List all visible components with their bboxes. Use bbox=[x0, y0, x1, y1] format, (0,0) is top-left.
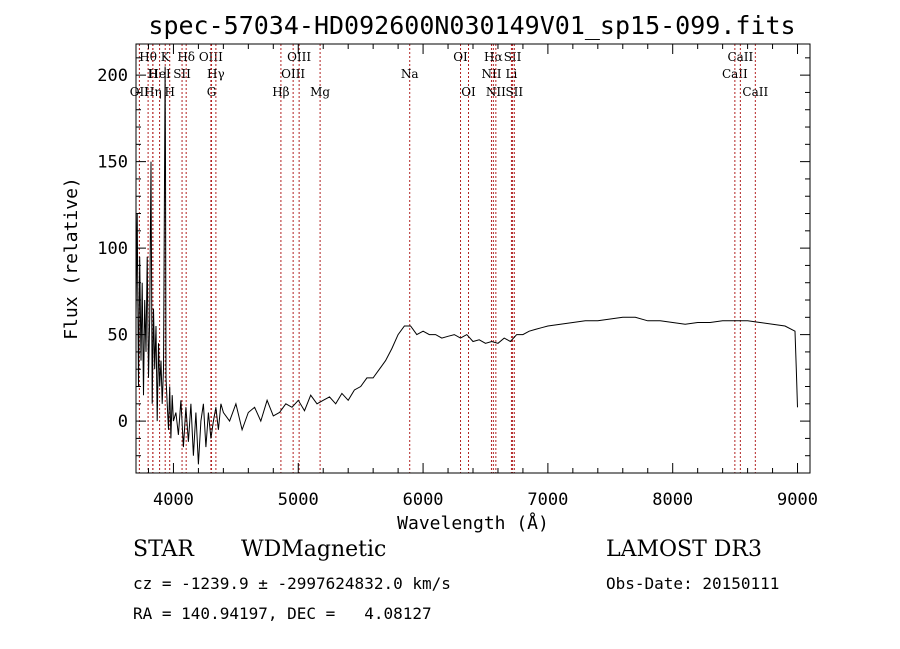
y-axis-label: Flux (relative) bbox=[61, 177, 82, 340]
line-marker-label: NII bbox=[481, 67, 501, 81]
y-tick-label: 200 bbox=[97, 66, 128, 86]
line-marker-label: CaII bbox=[722, 67, 748, 81]
line-marker-label: Na bbox=[401, 67, 419, 81]
line-marker-label: SII bbox=[173, 67, 191, 81]
line-marker-label: Li bbox=[506, 67, 518, 81]
x-tick-label: 8000 bbox=[652, 490, 693, 510]
object-subclass: WDMagnetic bbox=[241, 537, 387, 562]
line-marker-label: OI bbox=[461, 85, 476, 99]
spectrum-series-line bbox=[135, 66, 798, 465]
line-marker-label: H bbox=[164, 85, 174, 99]
redshift-line: cz = -1239.9 ± -2997624832.0 km/s bbox=[133, 574, 451, 593]
line-marker-label: NII bbox=[486, 85, 506, 99]
line-marker-label: OI bbox=[453, 50, 468, 64]
x-tick-label: 4000 bbox=[153, 490, 194, 510]
line-marker-label: HeI bbox=[148, 67, 171, 81]
x-tick-label: 7000 bbox=[527, 490, 568, 510]
x-axis-label: Wavelength (Å) bbox=[397, 512, 549, 534]
y-tick-label: 100 bbox=[97, 239, 128, 259]
x-tick-label: 6000 bbox=[403, 490, 444, 510]
line-marker-label: G bbox=[207, 85, 217, 99]
line-marker-label: SII bbox=[504, 50, 522, 64]
survey-name: LAMOST DR3 bbox=[606, 537, 762, 562]
object-class: STAR bbox=[133, 537, 194, 562]
line-marker-label: SII bbox=[505, 85, 523, 99]
line-marker-label: K bbox=[161, 50, 171, 64]
line-marker-label: Hβ bbox=[272, 85, 289, 99]
line-marker-label: Hα bbox=[484, 50, 503, 64]
line-marker-label: CaII bbox=[727, 50, 753, 64]
line-marker-label: OIII bbox=[281, 67, 305, 81]
y-tick-label: 150 bbox=[97, 153, 128, 173]
line-marker-label: CaII bbox=[742, 85, 768, 99]
x-tick-label: 9000 bbox=[777, 490, 818, 510]
axis-ticks: 4000 5000 6000 7000 8000 9000 0 50 100 150 200 bbox=[97, 44, 818, 510]
line-marker-label: Mg bbox=[310, 85, 330, 99]
y-tick-label: 0 bbox=[118, 412, 128, 432]
line-marker-label: Hγ bbox=[207, 67, 225, 81]
chart-title: spec-57034-HD092600N030149V01_sp15-099.f… bbox=[148, 11, 795, 40]
y-tick-label: 50 bbox=[108, 326, 128, 346]
line-marker-label: Hη bbox=[144, 85, 162, 99]
observation-date: Obs-Date: 20150111 bbox=[606, 574, 780, 593]
line-marker-label: OIII bbox=[287, 50, 311, 64]
x-tick-label: 5000 bbox=[278, 490, 319, 510]
line-marker-label: Hδ bbox=[177, 50, 195, 64]
line-marker-label: Hθ bbox=[139, 50, 157, 64]
coordinates: RA = 140.94197, DEC = 4.08127 bbox=[133, 604, 432, 623]
